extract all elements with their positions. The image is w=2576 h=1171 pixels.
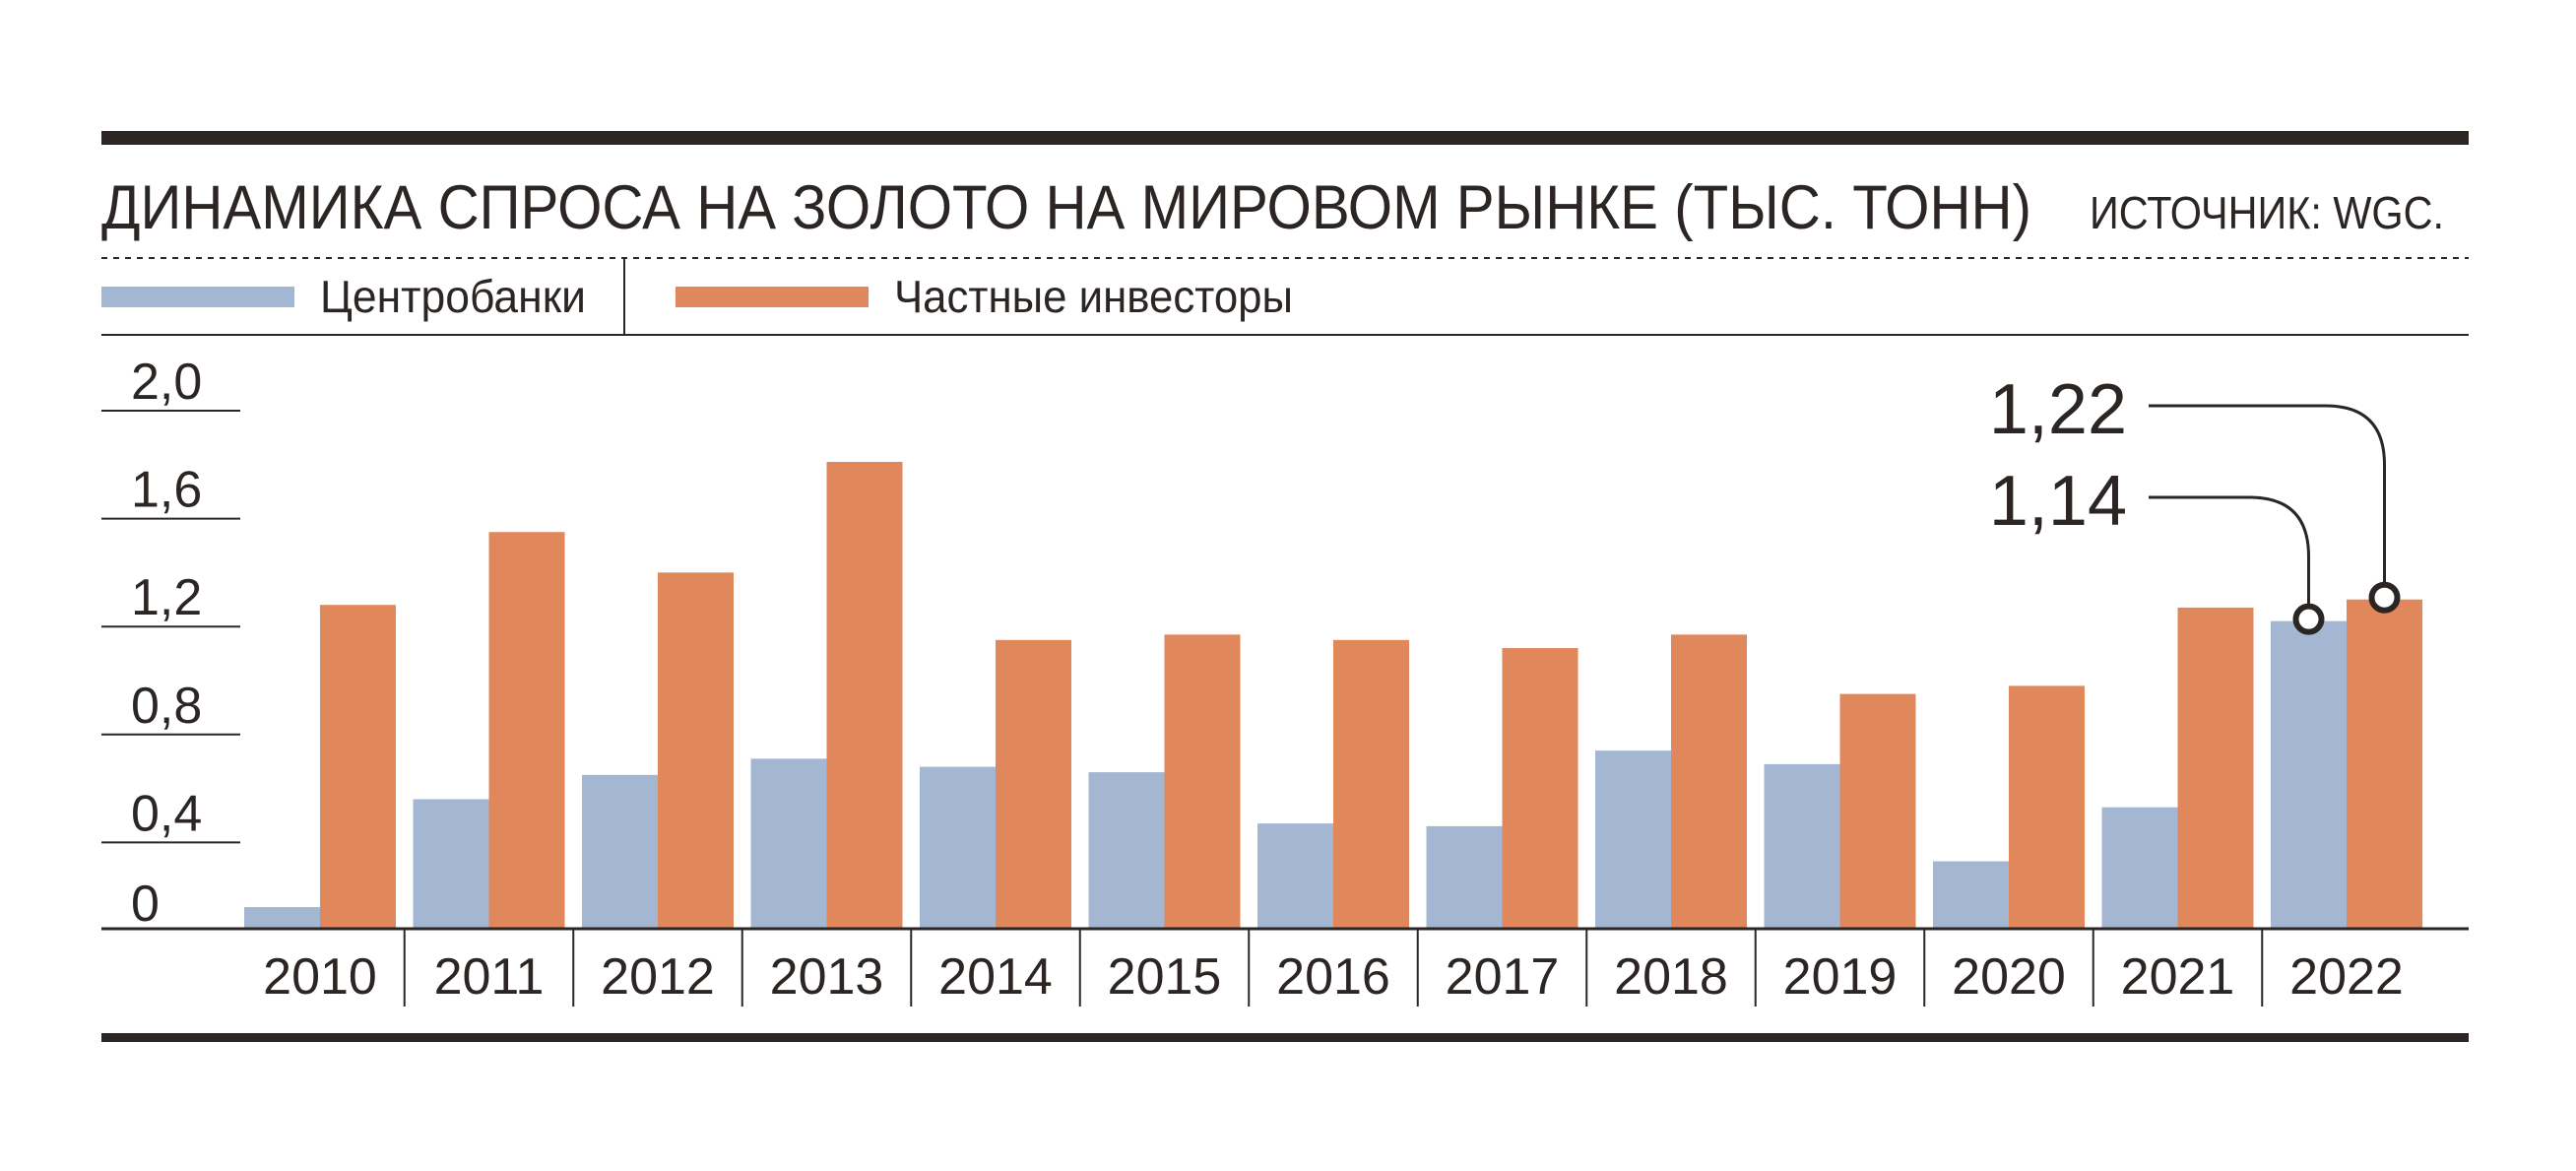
bar-central-banks (244, 907, 320, 929)
y-tick-label: 2,0 (131, 354, 202, 411)
top-rule (101, 131, 2469, 145)
x-tick-label: 2020 (1952, 948, 2066, 1006)
bottom-rule (101, 1033, 2469, 1042)
x-tick-label: 2018 (1614, 948, 1728, 1006)
bar-private-investors (826, 461, 903, 929)
bar-private-investors (320, 605, 396, 929)
bar-private-investors (488, 532, 565, 929)
x-tick-label: 2010 (263, 948, 377, 1006)
x-tick-label: 2019 (1783, 948, 1898, 1006)
x-tick-label: 2015 (1108, 948, 1222, 1006)
bar-central-banks (413, 799, 489, 929)
bar-private-investors (1839, 693, 1916, 929)
bar-private-investors (1502, 648, 1578, 929)
bar-central-banks (1933, 861, 2009, 929)
chart-title: ДИНАМИКА СПРОСА НА ЗОЛОТО НА МИРОВОМ РЫН… (101, 173, 2031, 242)
bar-central-banks (2271, 620, 2347, 929)
x-tick-label: 2013 (770, 948, 884, 1006)
bar-central-banks (1257, 823, 1333, 929)
bar-central-banks (750, 758, 827, 929)
y-tick-label: 0,8 (131, 678, 202, 735)
bar-private-investors (2347, 599, 2422, 929)
x-tick-label: 2011 (434, 948, 545, 1006)
bar-private-investors (996, 639, 1071, 929)
bar-private-investors (1164, 634, 1241, 929)
y-axis: 0 0,4 0,8 1,2 1,6 2,0 (101, 354, 240, 933)
callout-leader-private-investors (2149, 404, 2386, 585)
bar-central-banks (1595, 750, 1671, 929)
bar-central-banks (1088, 772, 1165, 929)
bar-central-banks (920, 766, 996, 929)
legend: Центробанки Частные инвесторы (101, 258, 1293, 335)
legend-swatch-central-banks (101, 287, 294, 307)
callout-marker-central-banks (2292, 603, 2325, 635)
x-tick-label: 2012 (601, 948, 715, 1006)
bar-central-banks (1426, 825, 1503, 929)
x-tick-label: 2014 (938, 948, 1053, 1006)
bar-central-banks (1764, 763, 1840, 929)
legend-label-private-investors: Частные инвесторы (894, 271, 1293, 322)
y-tick-label: 0 (131, 876, 160, 933)
bar-private-investors (2009, 685, 2085, 929)
legend-swatch-private-investors (676, 287, 869, 307)
x-tick-label: 2017 (1446, 948, 1560, 1006)
callout-marker-private-investors (2368, 581, 2401, 614)
bars (244, 461, 2422, 929)
callout-label-central-banks: 1,14 (1989, 462, 2127, 541)
bar-central-banks (2101, 807, 2178, 929)
y-tick-label: 1,2 (131, 569, 202, 626)
callout-leader-central-banks (2149, 495, 2310, 607)
source-label: ИСТОЧНИК: WGC. (2090, 187, 2444, 238)
x-axis: 2010 2011 2012 2013 2014 2015 2016 2017 2018 2019… (263, 929, 2404, 1007)
bar-central-banks (582, 774, 658, 929)
y-tick-label: 0,4 (131, 785, 202, 842)
callouts: 1,22 1,14 (1989, 370, 2401, 635)
bar-private-investors (658, 572, 734, 929)
bar-private-investors (2177, 607, 2254, 929)
x-tick-label: 2016 (1276, 948, 1390, 1006)
bar-private-investors (1671, 634, 1747, 929)
x-tick-label: 2022 (2289, 948, 2404, 1006)
y-tick-label: 1,6 (131, 462, 202, 519)
x-tick-label: 2021 (2121, 948, 2235, 1006)
bar-private-investors (1333, 639, 1409, 929)
legend-label-central-banks: Центробанки (320, 271, 586, 322)
callout-label-private-investors: 1,22 (1989, 370, 2127, 449)
